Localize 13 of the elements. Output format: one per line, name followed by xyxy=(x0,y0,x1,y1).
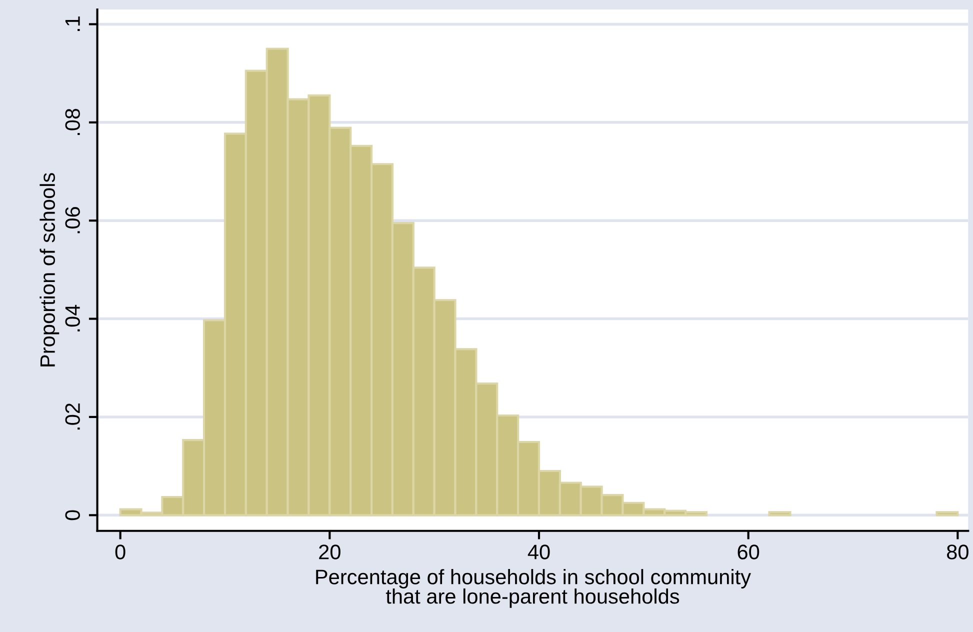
y-tick-label: 0 xyxy=(65,510,80,520)
y-axis-title: Proportion of schools xyxy=(40,173,60,366)
y-tick-label: .04 xyxy=(65,304,80,332)
x-tick-label: 40 xyxy=(528,544,550,560)
y-tick-label: .1 xyxy=(65,16,80,31)
y-tick-label: .06 xyxy=(65,207,80,234)
y-tick-label: .08 xyxy=(65,108,80,135)
x-tick-label: 0 xyxy=(115,544,126,560)
x-tick-label: 80 xyxy=(946,544,968,560)
y-tick-label: .02 xyxy=(65,404,80,430)
x-axis-title: Percentage of households in school community that are lone-parent households xyxy=(316,569,751,608)
x-tick-label: 20 xyxy=(319,544,340,560)
x-tick-label: 60 xyxy=(738,544,760,560)
